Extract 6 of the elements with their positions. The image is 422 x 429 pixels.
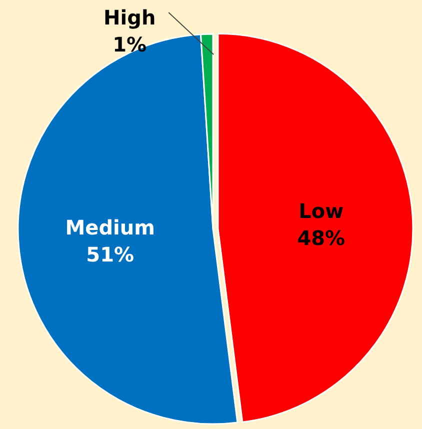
slice-label: Low bbox=[298, 199, 344, 224]
data-label: 1% bbox=[112, 32, 147, 56]
data-label: 51% bbox=[86, 242, 134, 267]
slice-label: High bbox=[104, 5, 156, 30]
data-label: 48% bbox=[297, 226, 346, 250]
slice-label: Medium bbox=[65, 216, 155, 240]
